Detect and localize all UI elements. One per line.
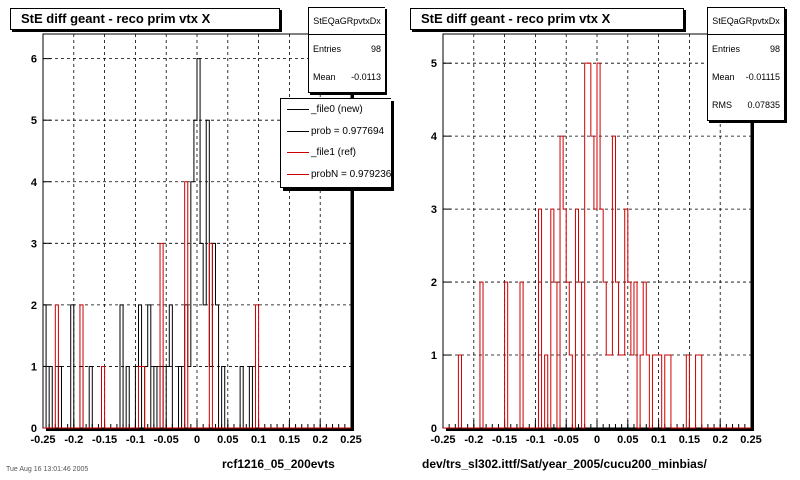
- x-tick-label: 0.1: [251, 434, 266, 446]
- stats-entries-value: 98: [370, 44, 381, 54]
- x-tick-label: -0.25: [430, 434, 455, 446]
- legend-label: _file1 (ref): [311, 147, 357, 158]
- stats-mean-value: -0.01115: [745, 72, 780, 82]
- x-tick-label: -0.2: [464, 434, 483, 446]
- plot-right-title: StE diff geant - reco prim vtx X: [410, 8, 684, 30]
- x-tick-label: 0.15: [279, 434, 300, 446]
- stats-mean-value: -0.0113: [351, 72, 381, 82]
- legend-entry: probN = 0.979236: [281, 164, 391, 186]
- legend-swatch: [287, 109, 309, 110]
- x-tick-label: -0.1: [526, 434, 545, 446]
- histogram-series: [443, 62, 751, 429]
- x-tick-label: 0.2: [713, 434, 728, 446]
- stats-mean-label: Mean: [313, 72, 336, 82]
- stats-entries-value: 98: [769, 44, 780, 54]
- y-tick-label: 1: [31, 361, 37, 373]
- plot-left: -0.25 -0.2 -0.15 -0.1 -0.05 0 0.05 0.1 0.15 0.2 0.…: [30, 33, 362, 446]
- stats-entries-row: Entries 98: [309, 35, 385, 63]
- footer-date-stamp: Tue Aug 16 13:01:46 2005: [6, 466, 89, 473]
- stats-name: StEQaGRpvtxDx: [708, 8, 784, 35]
- stats-entries-label: Entries: [313, 44, 342, 54]
- plot-left-stats-box: StEQaGRpvtxDx Entries 98 Mean -0.0113: [308, 7, 385, 93]
- legend-entry: prob = 0.977694: [281, 121, 391, 143]
- histogram-series: [43, 181, 351, 429]
- x-tick-label: -0.05: [154, 434, 179, 446]
- x-tick-label: -0.1: [126, 434, 145, 446]
- stats-entries-label: Entries: [712, 44, 741, 54]
- stats-mean-row: Mean -0.0113: [309, 63, 385, 91]
- plot-left-title: StE diff geant - reco prim vtx X: [10, 8, 280, 30]
- x-tick-label: -0.05: [554, 434, 579, 446]
- x-tick-label: 0.1: [651, 434, 666, 446]
- legend-swatch: [287, 152, 309, 153]
- x-tick-label: 0: [194, 434, 200, 446]
- y-tick-label: 3: [431, 204, 437, 216]
- y-tick-label: 4: [431, 131, 438, 143]
- y-tick-label: 2: [31, 300, 37, 312]
- stats-rms-row: RMS 0.07835: [708, 91, 784, 119]
- stats-rms-value: 0.07835: [747, 100, 780, 110]
- plot-right: -0.25 -0.2 -0.15 -0.1 -0.05 0 0.05 0.1 0.15 0.2 0.…: [430, 33, 762, 446]
- stats-rms-label: RMS: [712, 100, 732, 110]
- plot-left-caption: rcf1216_05_200evts: [222, 457, 335, 471]
- plot-left-legend: _file0 (new) prob = 0.977694 _file1 (ref…: [280, 98, 391, 188]
- y-tick-label: 2: [431, 277, 437, 289]
- legend-entry: _file0 (new): [281, 99, 391, 121]
- stats-mean-row: Mean -0.01115: [708, 63, 784, 91]
- stats-name: StEQaGRpvtxDx: [309, 8, 385, 35]
- y-tick-label: 0: [31, 423, 37, 435]
- x-tick-label: 0.05: [617, 434, 638, 446]
- stats-entries-row: Entries 98: [708, 35, 784, 63]
- y-tick-label: 1: [431, 350, 437, 362]
- x-tick-label: -0.2: [64, 434, 83, 446]
- x-tick-label: 0.25: [740, 434, 761, 446]
- plot-right-stats-box: StEQaGRpvtxDx Entries 98 Mean -0.01115 R…: [707, 7, 785, 121]
- x-tick-label: -0.15: [92, 434, 117, 446]
- legend-swatch: [287, 130, 309, 132]
- plot-right-caption: dev/trs_sl302.ittf/Sat/year_2005/cucu200…: [422, 457, 707, 471]
- y-tick-label: 0: [431, 423, 437, 435]
- legend-swatch: [287, 173, 309, 175]
- x-tick-label: -0.15: [492, 434, 517, 446]
- y-tick-label: 5: [31, 115, 37, 127]
- legend-entry: _file1 (ref): [281, 142, 391, 164]
- legend-label: _file0 (new): [311, 104, 363, 115]
- x-tick-label: 0.15: [679, 434, 700, 446]
- x-tick-label: 0: [594, 434, 600, 446]
- x-tick-label: 0.2: [313, 434, 328, 446]
- y-tick-label: 5: [431, 58, 437, 70]
- x-tick-label: 0.25: [340, 434, 361, 446]
- x-tick-label: 0.05: [217, 434, 238, 446]
- x-tick-label: -0.25: [30, 434, 55, 446]
- legend-label: probN = 0.979236: [311, 168, 391, 180]
- y-tick-label: 6: [31, 54, 37, 66]
- stats-mean-label: Mean: [712, 72, 735, 82]
- legend-label: prob = 0.977694: [311, 125, 385, 137]
- y-tick-label: 3: [31, 238, 37, 250]
- y-tick-label: 4: [31, 177, 38, 189]
